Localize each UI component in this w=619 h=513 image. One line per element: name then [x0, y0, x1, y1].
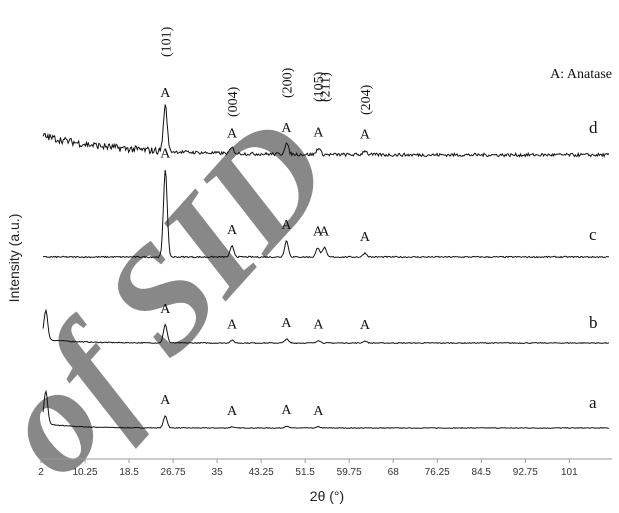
series-label-c: c	[589, 225, 597, 244]
anatase-marker: A	[160, 86, 171, 101]
anatase-marker: A	[227, 404, 238, 419]
x-axis: 2 10.25 18.5 26.75 35 43.25 51.5 59.75 68 76.25 84…	[38, 458, 612, 478]
anatase-marker: A	[313, 404, 324, 419]
x-tick-label: 10.25	[73, 467, 98, 478]
x-tick-label: 43.25	[249, 467, 274, 478]
series-label-d: d	[589, 118, 598, 137]
anatase-marker: A	[227, 317, 238, 332]
anatase-marker: A	[281, 316, 292, 331]
series-line-a	[42, 389, 609, 430]
x-tick-label: 76.25	[425, 467, 450, 478]
anatase-marker: A	[313, 225, 324, 240]
anatase-marker: A	[281, 218, 292, 233]
x-tick-label: 35	[212, 467, 224, 478]
anatase-marker: A	[360, 318, 371, 333]
x-tick-label: 51.5	[295, 467, 315, 478]
x-tick-label: 26.75	[161, 467, 186, 478]
anatase-marker: A	[360, 128, 371, 143]
watermark: of SID	[0, 88, 363, 506]
y-axis-label: Intensity (a.u.)	[6, 214, 22, 303]
hkl-label: (101)	[159, 26, 174, 57]
x-tick-label: 2	[38, 467, 44, 478]
anatase-marker: A	[227, 127, 238, 142]
anatase-marker: A	[227, 223, 238, 238]
curves-group	[42, 104, 610, 430]
anatase-marker: A	[360, 230, 371, 245]
anatase-marker: A	[160, 393, 171, 408]
x-tick-label: 101	[561, 467, 578, 478]
series-line-b	[42, 308, 610, 345]
hkl-label: (105)	[312, 71, 327, 102]
series-line-d	[42, 104, 610, 158]
anatase-marker: A	[319, 225, 330, 240]
hkl-label: (211)	[318, 72, 333, 102]
hkl-label: (204)	[359, 84, 374, 115]
hkl-label: (200)	[281, 67, 296, 98]
hkl-label: (004)	[226, 86, 241, 117]
x-axis-label: 2θ (°)	[310, 488, 344, 504]
x-tick-label: 84.5	[472, 467, 492, 478]
anatase-marker: A	[160, 146, 171, 161]
series-label-a: a	[589, 393, 597, 412]
series-label-b: b	[589, 313, 598, 332]
anatase-marker: A	[281, 121, 292, 136]
x-tick-label: 18.5	[119, 467, 139, 478]
x-tick-label: 68	[388, 467, 400, 478]
watermark-text: of SID	[0, 88, 363, 506]
legend-text: A: Anatase	[550, 67, 612, 82]
anatase-marker: A	[160, 302, 171, 317]
x-tick-label: 59.75	[337, 467, 362, 478]
anatase-marker: A	[313, 125, 324, 140]
anatase-marker: A	[281, 403, 292, 418]
x-tick-label: 92.75	[513, 467, 538, 478]
series-line-c	[42, 169, 609, 259]
anatase-marker: A	[313, 317, 324, 332]
